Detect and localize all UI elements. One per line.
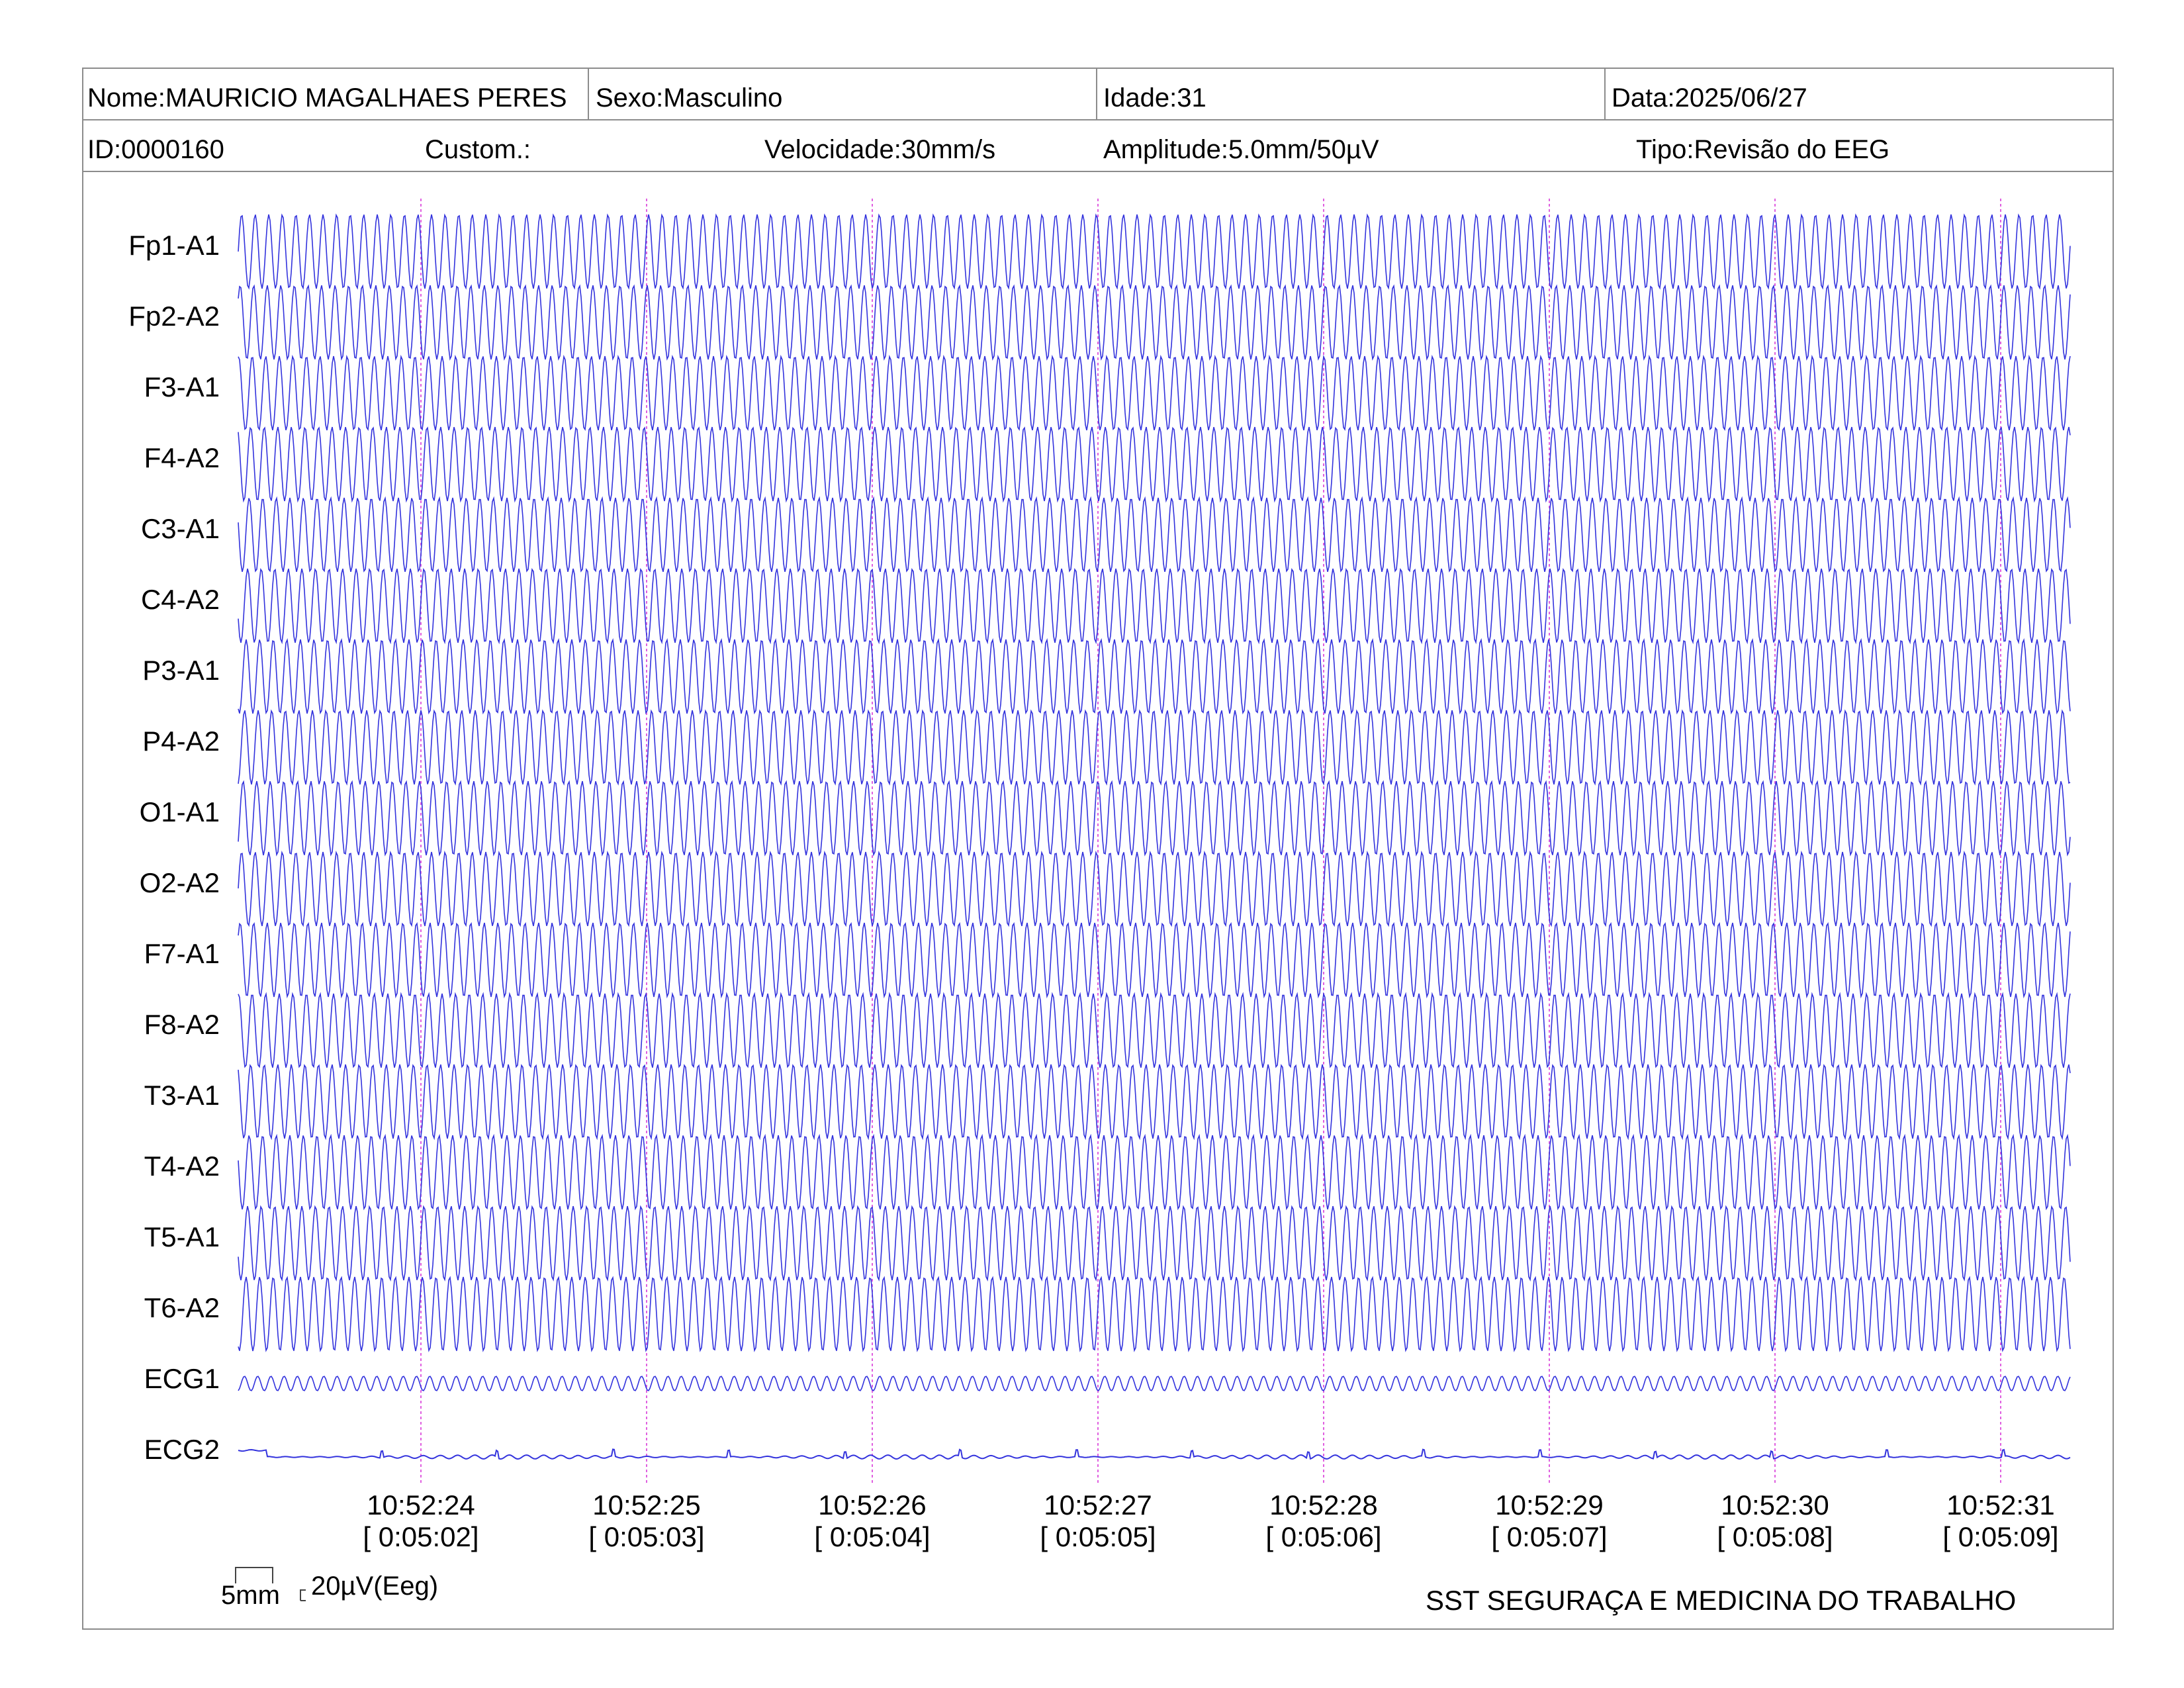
channel-trace <box>238 1376 2071 1391</box>
time-marker-elapsed: [ 0:05:07] <box>1491 1521 1608 1552</box>
channel-label: O2-A2 <box>139 867 220 898</box>
scale-bar-icon <box>235 1567 306 1601</box>
channel-label: Fp2-A2 <box>128 301 220 332</box>
channel-label: ECG1 <box>144 1363 220 1394</box>
type-label: Tipo: <box>1636 135 1694 164</box>
header-row-1 <box>82 68 2114 120</box>
channel-label: C3-A1 <box>140 513 220 544</box>
channel-label: T4-A2 <box>144 1150 220 1182</box>
custom-label: Custom.: <box>425 135 531 164</box>
channel-trace <box>238 1205 2071 1282</box>
sex-label: Sexo: <box>596 83 664 113</box>
time-marker-clock: 10:52:27 <box>1044 1489 1152 1521</box>
time-marker-elapsed: [ 0:05:02] <box>363 1521 479 1552</box>
time-marker-clock: 10:52:30 <box>1721 1489 1829 1521</box>
time-marker-clock: 10:52:28 <box>1269 1489 1378 1521</box>
channel-label: F8-A2 <box>144 1009 220 1040</box>
time-marker-label: 10:52:24[ 0:05:02] <box>341 1489 500 1553</box>
date-field: Data:2025/06/27 <box>1612 85 1807 111</box>
time-marker-clock: 10:52:24 <box>367 1489 475 1521</box>
time-marker-clock: 10:52:29 <box>1495 1489 1604 1521</box>
header-row-2 <box>82 119 2114 172</box>
type-field: Tipo:Revisão do EEG <box>1636 136 1889 163</box>
channel-trace <box>238 638 2071 715</box>
channel-trace <box>238 496 2071 573</box>
time-marker-label: 10:52:29[ 0:05:07] <box>1470 1489 1629 1553</box>
time-marker-clock: 10:52:26 <box>818 1489 927 1521</box>
age-value: 31 <box>1177 83 1206 113</box>
amplitude-value: 5.0mm/50µV <box>1228 135 1379 164</box>
time-marker-clock: 10:52:25 <box>592 1489 701 1521</box>
age-label: Idade: <box>1103 83 1177 113</box>
age-field: Idade:31 <box>1103 85 1206 111</box>
header-divider <box>588 68 589 119</box>
amplitude-label: Amplitude: <box>1103 135 1228 164</box>
channel-trace <box>238 709 2071 786</box>
channel-trace <box>238 1448 2071 1460</box>
id-label: ID: <box>87 135 122 164</box>
patient-name-label: Nome: <box>87 83 165 113</box>
sex-field: Sexo:Masculino <box>596 85 782 111</box>
time-scale-label: 5mm <box>221 1581 280 1610</box>
channel-label: T3-A1 <box>144 1080 220 1111</box>
speed-field: Velocidade:30mm/s <box>764 136 995 163</box>
custom-field: Custom.: <box>425 136 531 163</box>
channel-trace <box>238 284 2071 361</box>
header-divider <box>1604 68 1606 119</box>
channel-trace <box>238 780 2071 857</box>
time-marker-label: 10:52:26[ 0:05:04] <box>793 1489 952 1553</box>
time-marker-elapsed: [ 0:05:08] <box>1717 1521 1833 1552</box>
time-marker-elapsed: [ 0:05:06] <box>1265 1521 1382 1552</box>
channel-label: P4-A2 <box>142 726 220 757</box>
date-value: 2025/06/27 <box>1674 83 1807 113</box>
time-marker-elapsed: [ 0:05:09] <box>1942 1521 2059 1552</box>
time-marker-label: 10:52:27[ 0:05:05] <box>1019 1489 1177 1553</box>
channel-trace <box>238 851 2071 927</box>
channel-label: T6-A2 <box>144 1292 220 1323</box>
time-marker-clock: 10:52:31 <box>1946 1489 2055 1521</box>
channel-label: P3-A1 <box>142 655 220 686</box>
channel-trace <box>238 426 2071 503</box>
channel-label: F3-A1 <box>144 371 220 402</box>
date-label: Data: <box>1612 83 1675 113</box>
speed-label: Velocidade: <box>764 135 901 164</box>
channel-label: C4-A2 <box>140 584 220 615</box>
channel-trace <box>238 1276 2071 1352</box>
channel-label: O1-A1 <box>139 796 220 827</box>
channel-trace <box>238 1133 2071 1211</box>
channel-label: Fp1-A1 <box>128 230 220 261</box>
organization-name: SST SEGURAÇA E MEDICINA DO TRABALHO <box>1426 1585 2017 1616</box>
channel-label: F7-A1 <box>144 938 220 969</box>
time-marker-label: 10:52:28[ 0:05:06] <box>1244 1489 1403 1553</box>
time-marker-elapsed: [ 0:05:03] <box>588 1521 705 1552</box>
id-field: ID:0000160 <box>87 136 224 163</box>
type-value: Revisão do EEG <box>1694 135 1890 164</box>
id-value: 0000160 <box>121 135 224 164</box>
channel-trace <box>238 213 2071 290</box>
header-divider <box>1096 68 1097 119</box>
patient-name-field: Nome:MAURICIO MAGALHAES PERES <box>87 85 567 111</box>
channel-trace <box>238 568 2071 645</box>
channel-trace <box>238 992 2071 1068</box>
channel-trace <box>238 1064 2071 1141</box>
time-marker-label: 10:52:31[ 0:05:09] <box>1921 1489 2080 1553</box>
channel-trace <box>238 922 2071 999</box>
time-marker-elapsed: [ 0:05:04] <box>814 1521 931 1552</box>
channel-label: ECG2 <box>144 1434 220 1465</box>
channel-label: T5-A1 <box>144 1221 220 1252</box>
amplitude-field: Amplitude:5.0mm/50µV <box>1103 136 1379 163</box>
speed-value: 30mm/s <box>901 135 996 164</box>
channel-trace <box>238 354 2071 431</box>
patient-name: MAURICIO MAGALHAES PERES <box>165 83 567 113</box>
channel-label: F4-A2 <box>144 442 220 473</box>
time-marker-elapsed: [ 0:05:05] <box>1040 1521 1156 1552</box>
report-frame <box>82 68 2114 1630</box>
time-marker-label: 10:52:30[ 0:05:08] <box>1696 1489 1854 1553</box>
amplitude-scale-label: 20µV(Eeg) <box>311 1571 439 1601</box>
time-marker-label: 10:52:25[ 0:05:03] <box>567 1489 726 1553</box>
sex-value: Masculino <box>663 83 783 113</box>
